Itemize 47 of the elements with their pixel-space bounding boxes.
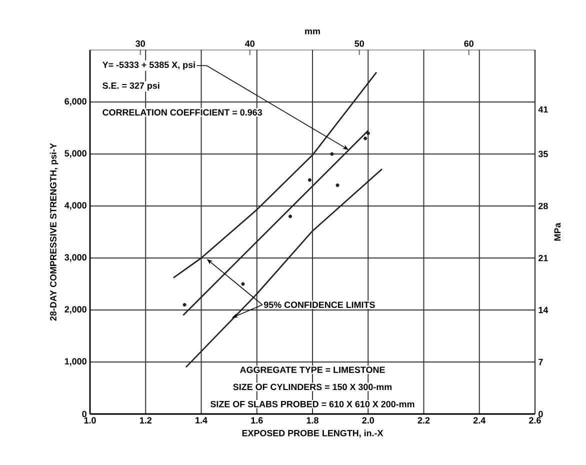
point [336,183,340,187]
y-tick-label: 0 [82,410,86,418]
annotation: S.E. = 327 psi [102,82,160,91]
y-tick-label: 2,000 [64,306,86,314]
point [330,152,334,156]
x-tick-label: 2.2 [418,417,430,424]
x-tick-label: 2.4 [473,417,486,424]
x-tick-label: 2.0 [362,417,374,424]
y2-tick-label: 28 [538,202,548,210]
x2-tick-label: 40 [245,40,254,47]
x-axis-title: EXPOSED PROBE LENGTH, in.-X [242,430,384,438]
y-tick-label: 6,000 [64,98,86,106]
y-tick-label: 3,000 [64,254,86,262]
point [364,136,368,140]
point [241,282,245,286]
annotation: CORRELATION COEFFICIENT = 0.963 [102,109,262,116]
y2-tick-label: 21 [538,254,548,262]
point [288,214,292,218]
annotation: AGGREGATE TYPE = LIMESTONE [240,366,385,373]
x2-tick-label: 30 [136,40,145,47]
x-tick-label: 1.8 [306,417,318,424]
x2-tick-label: 60 [464,40,474,47]
annotation: SIZE OF CYLINDERS = 150 X 300-mm [233,384,392,390]
x-tick-label: 2.6 [529,417,541,424]
x-tick-label: 1.4 [196,417,208,424]
y-axis-title: 28-DAY COMPRESSIVE STRENGTH, psi-Y [50,143,58,321]
point [308,178,312,182]
line-series [185,168,383,368]
x-tick-label: 1.6 [251,417,263,424]
y-tick-label: 4,000 [64,202,86,210]
x-tick-label: 1.0 [84,417,96,424]
x-tick-label: 1.2 [140,417,152,424]
x2-tick-label: 50 [354,40,364,47]
y2-axis-title: MPa [554,222,561,241]
y2-tick-label: 7 [538,358,543,366]
annotation: Y= -5333 + 5385 X, psi [102,61,195,70]
annotation: 95% CONFIDENCE LIMITS [264,302,375,308]
annotation: SIZE OF SLABS PROBED = 610 X 610 X 200-mm [210,400,414,408]
y-tick-label: 1,000 [64,358,86,366]
point [366,131,370,135]
point [182,303,186,307]
x2-axis-title: mm [305,29,320,34]
y2-tick-label: 41 [538,106,548,113]
y2-tick-label: 0 [538,410,543,418]
y2-tick-label: 14 [538,306,548,314]
y2-tick-label: 35 [538,150,548,158]
y-tick-label: 5,000 [64,150,86,158]
